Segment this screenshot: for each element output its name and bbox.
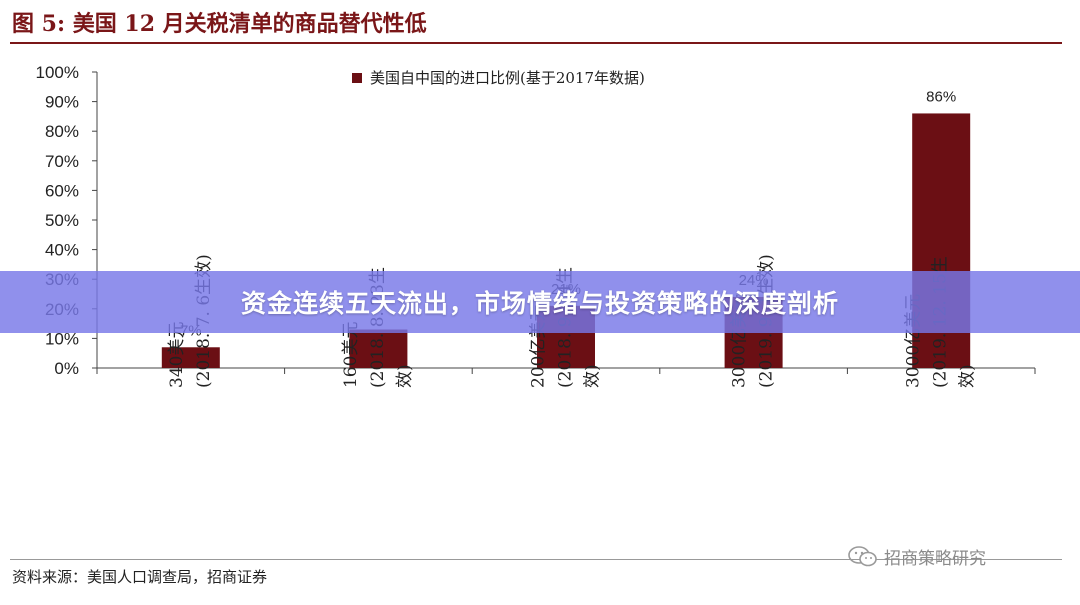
watermark: 招商策略研究 bbox=[848, 544, 986, 569]
figure-title: 图 5: 美国 12 月关税清单的商品替代性低 bbox=[12, 11, 427, 37]
legend-label: 美国自中国的进口比例(基于2017年数据) bbox=[370, 69, 645, 87]
source-note: 资料来源：美国人口调查局，招商证券 bbox=[12, 568, 268, 586]
y-tick-label: 40% bbox=[45, 241, 79, 260]
legend-swatch bbox=[352, 72, 362, 83]
headline-text: 资金连续五天流出，市场情绪与投资策略的深度剖析 bbox=[240, 289, 839, 318]
title-divider bbox=[10, 42, 1062, 44]
y-tick-label: 100% bbox=[36, 63, 79, 82]
bar-value-label: 86% bbox=[926, 88, 956, 105]
y-tick-label: 70% bbox=[45, 152, 79, 171]
x-tick-label: 160美元 bbox=[341, 322, 361, 388]
x-tick-label: 效) bbox=[395, 364, 415, 388]
x-tick-label: 效) bbox=[958, 364, 978, 388]
headline-banner: 资金连续五天流出，市场情绪与投资策略的深度剖析 bbox=[0, 271, 1080, 333]
wechat-icon bbox=[848, 545, 877, 566]
watermark-text: 招商策略研究 bbox=[884, 549, 986, 569]
y-tick-label: 50% bbox=[45, 211, 79, 230]
y-tick-label: 80% bbox=[45, 122, 79, 141]
x-tick-label: 340美元 bbox=[167, 322, 187, 388]
y-tick-label: 10% bbox=[45, 329, 79, 348]
y-tick-label: 60% bbox=[45, 181, 79, 200]
bar bbox=[161, 347, 220, 368]
chart-legend: 美国自中国的进口比例(基于2017年数据) bbox=[352, 67, 645, 88]
source-divider bbox=[10, 559, 1062, 560]
bar bbox=[349, 329, 408, 368]
x-tick-label: 效) bbox=[583, 364, 603, 388]
y-tick-label: 0% bbox=[54, 359, 79, 378]
y-tick-label: 90% bbox=[45, 93, 79, 112]
